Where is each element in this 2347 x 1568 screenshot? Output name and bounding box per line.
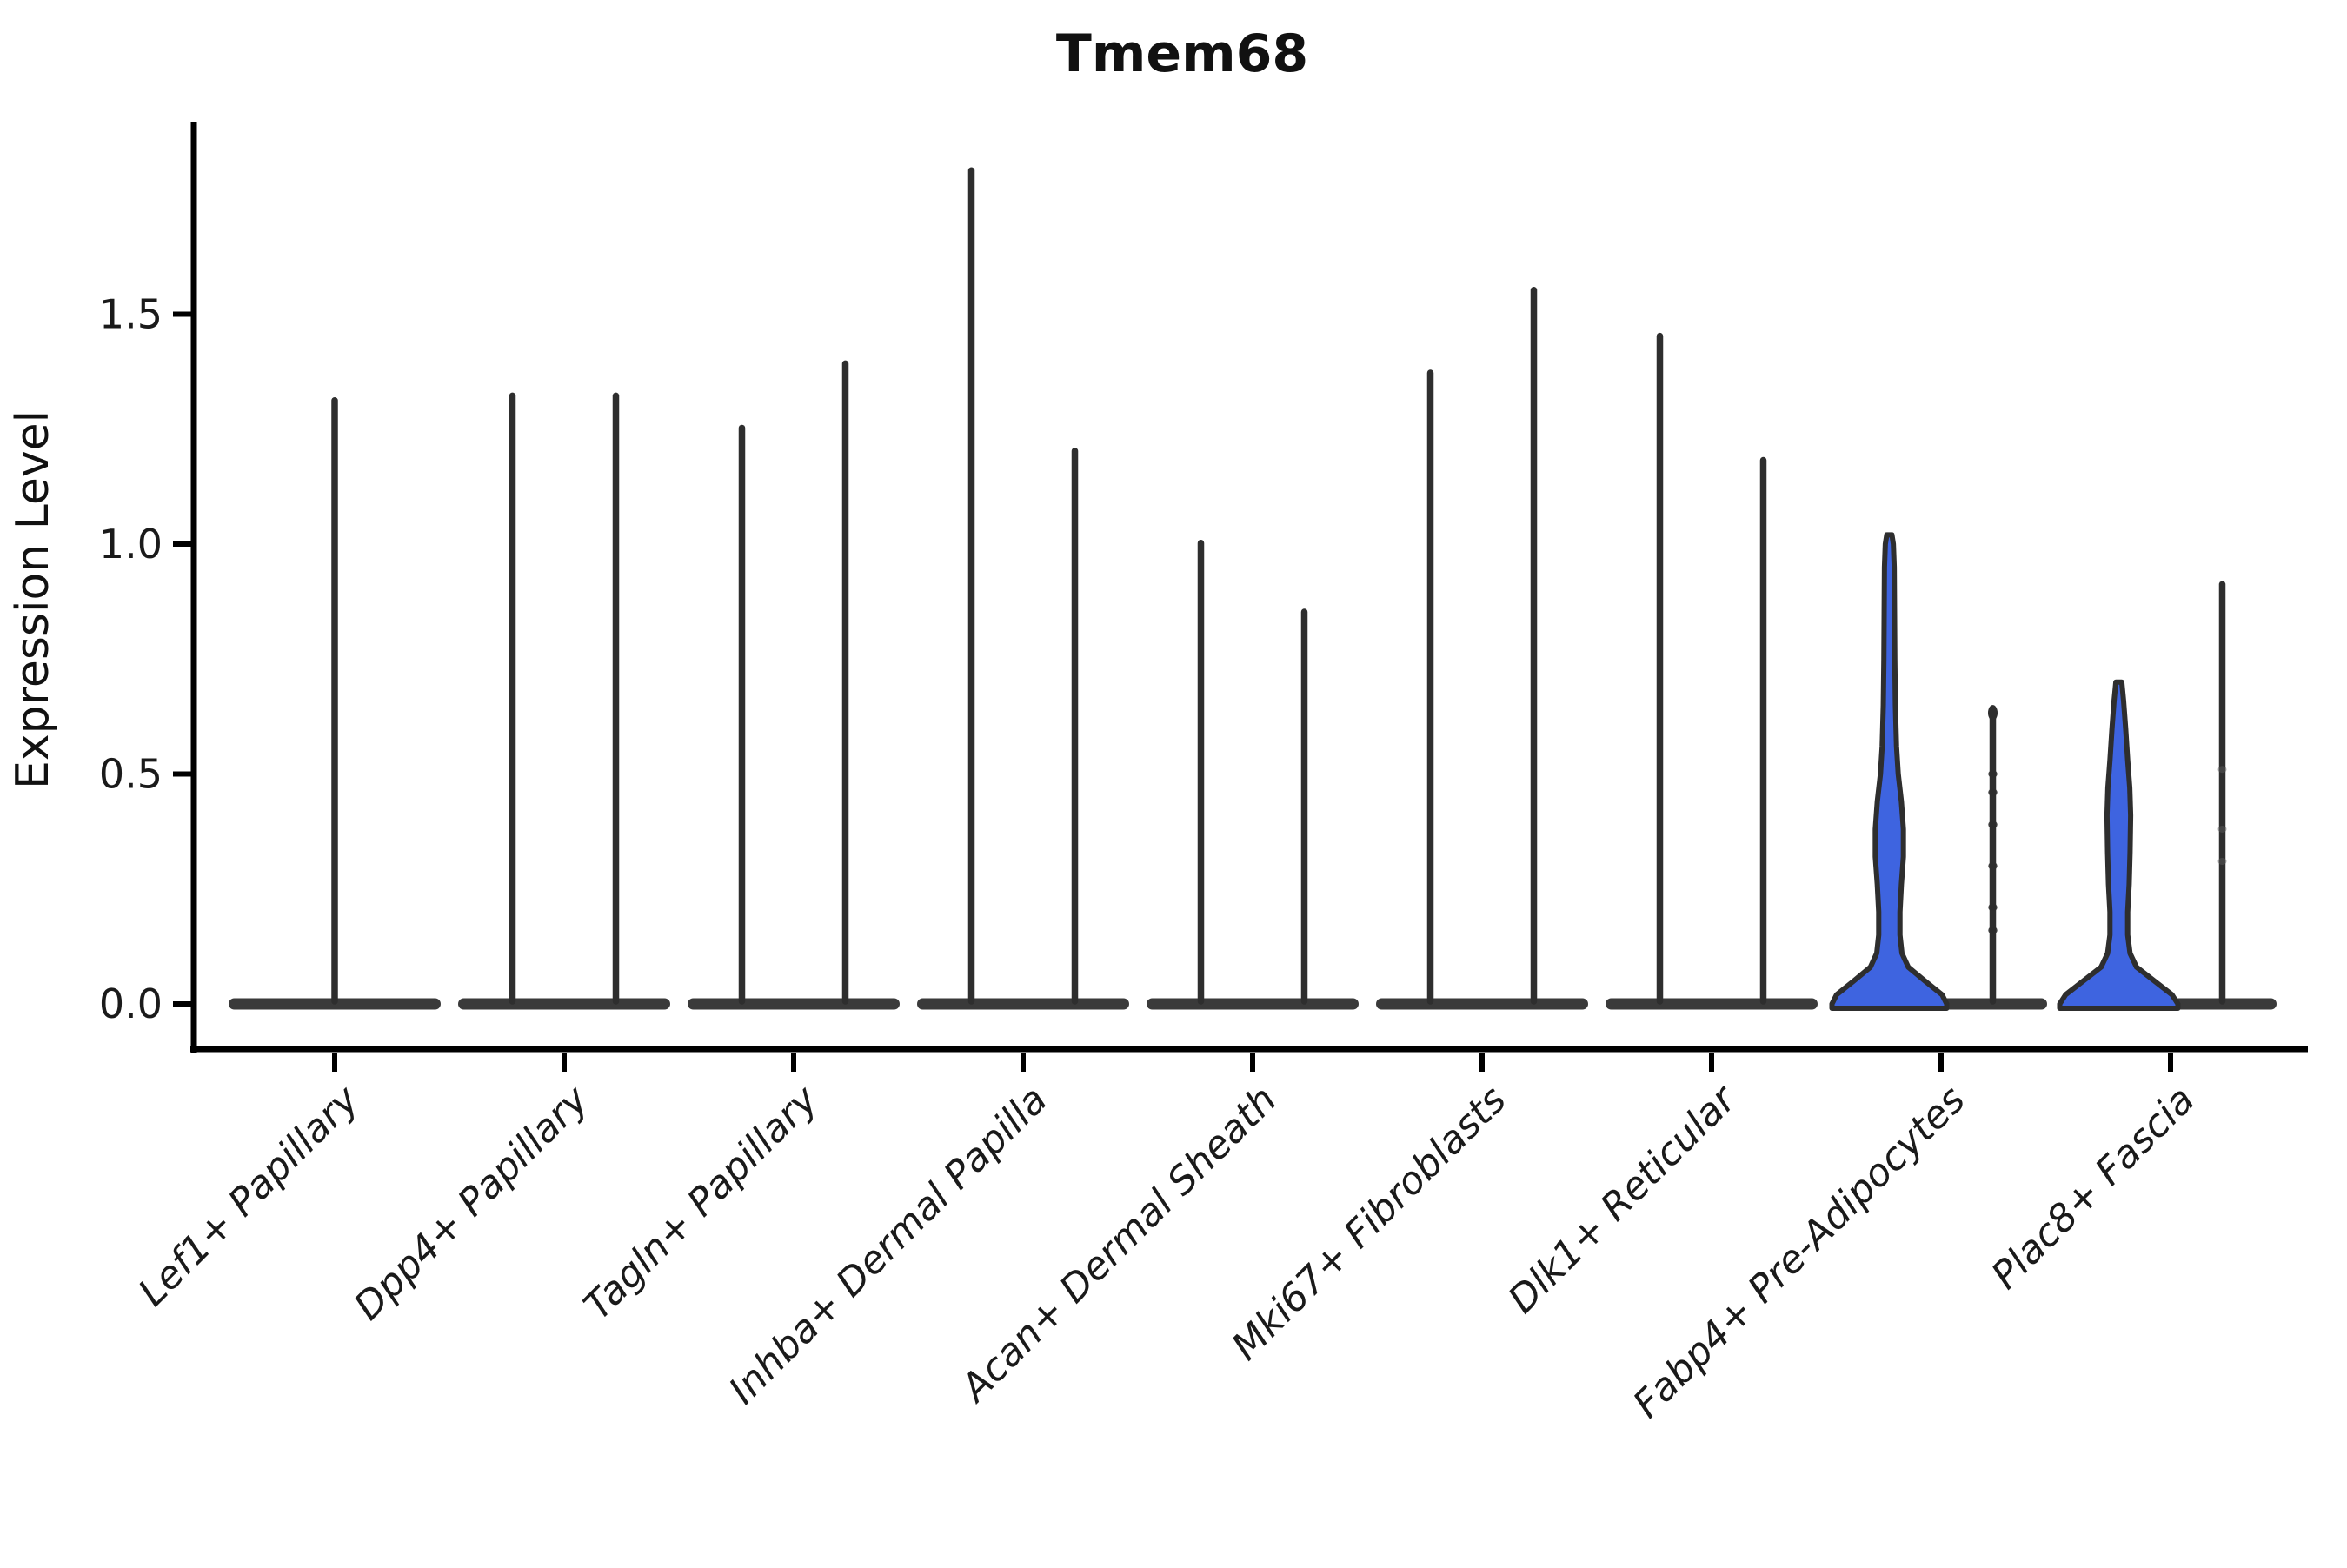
- violin-zero-body: [458, 998, 670, 1010]
- x-tick-label: Dpp4+ Papillary: [346, 1077, 598, 1329]
- expression-point: [1988, 861, 1998, 870]
- expression-point: [2217, 825, 2227, 833]
- expression-point: [1988, 821, 1998, 829]
- chart-title: Tmem68: [1056, 23, 1308, 84]
- violin-zero-body: [1606, 998, 1818, 1010]
- expression-point: [1988, 770, 1998, 778]
- y-tick-label: 0.0: [99, 980, 163, 1027]
- y-axis-label: Expression Level: [7, 410, 59, 789]
- expression-point: [1988, 788, 1998, 797]
- expression-point: [2217, 858, 2227, 866]
- x-tick-label: Dlk1+ Reticular: [1499, 1076, 1745, 1322]
- violin-body-highlighted: [1829, 532, 1950, 1011]
- y-tick-label: 1.0: [99, 521, 163, 568]
- x-tick-label: Lef1+ Papillary: [130, 1077, 369, 1315]
- x-tick-label: Plac8+ Fascia: [1983, 1078, 2203, 1298]
- violin-zero-body: [688, 998, 900, 1010]
- expression-point: [1988, 903, 1998, 912]
- x-tick-label: Tagln+ Papillary: [575, 1077, 827, 1328]
- violin-zero-body: [917, 998, 1129, 1010]
- violin-spike-cap: [1988, 705, 1998, 721]
- expression-point: [2217, 766, 2227, 774]
- violin-zero-body: [1147, 998, 1359, 1010]
- violin-body-highlighted: [2057, 679, 2181, 1011]
- expression-point: [1988, 926, 1998, 934]
- y-tick-label: 0.5: [99, 751, 163, 798]
- violin-zero-body: [1376, 998, 1588, 1010]
- y-tick-label: 1.5: [99, 291, 163, 338]
